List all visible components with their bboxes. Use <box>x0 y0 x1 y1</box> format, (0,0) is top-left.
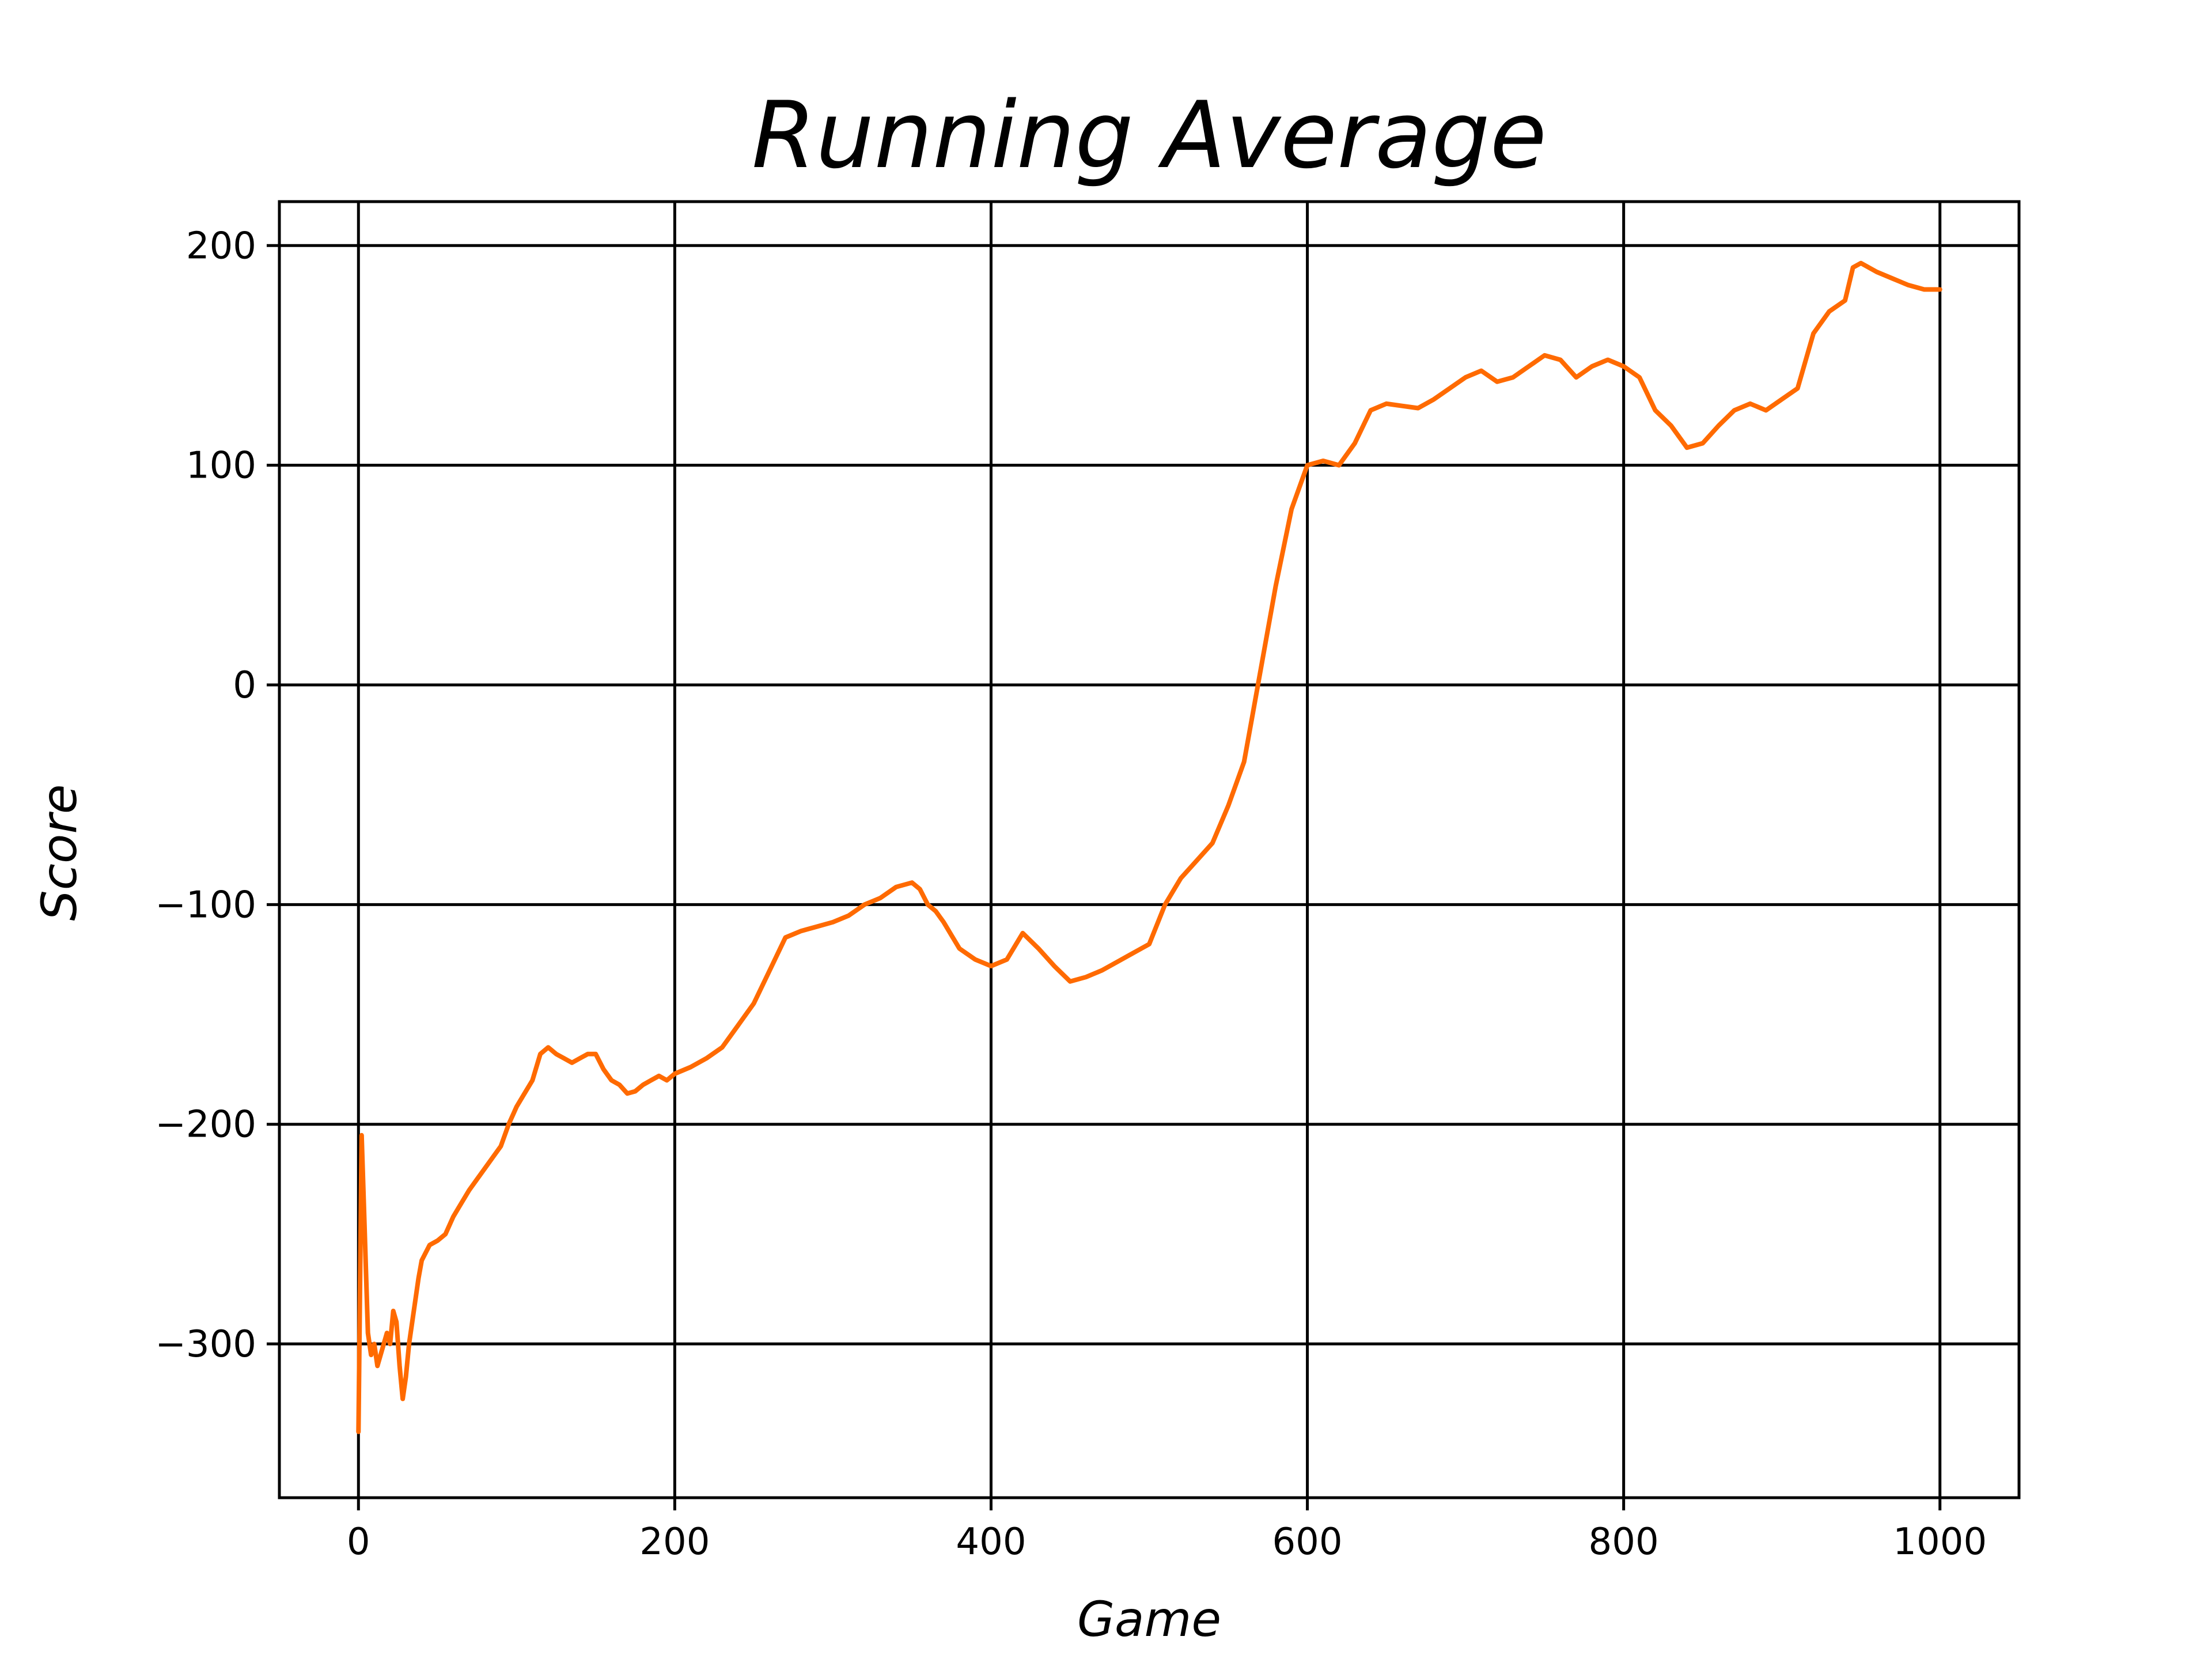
x-tick-label: 800 <box>1589 1521 1659 1563</box>
axes-frame <box>278 200 2021 1499</box>
x-tick-label: 200 <box>639 1521 710 1563</box>
y-tick-label: 100 <box>186 445 256 487</box>
y-tick-label: 200 <box>186 225 256 267</box>
chart-title: Running Average <box>752 81 1547 189</box>
gridlines <box>279 202 2019 1498</box>
y-axis-label: Score <box>31 784 88 921</box>
y-tick-label: 0 <box>233 664 256 707</box>
x-axis-label: Game <box>1077 1591 1221 1647</box>
y-tick-label: −100 <box>155 884 256 926</box>
ticks: 0 200 400 600 800 1000 −300 −200 −100 0 100 200 <box>155 225 1987 1563</box>
series-line-0 <box>356 260 1942 1434</box>
series-layer <box>356 260 1942 1434</box>
x-tick-label: 1000 <box>1893 1521 1987 1563</box>
x-tick-label: 600 <box>1272 1521 1342 1563</box>
x-tick-label: 0 <box>347 1521 370 1563</box>
y-tick-label: −200 <box>155 1104 256 1146</box>
y-tick-label: −300 <box>155 1323 256 1366</box>
x-tick-label: 400 <box>956 1521 1026 1563</box>
